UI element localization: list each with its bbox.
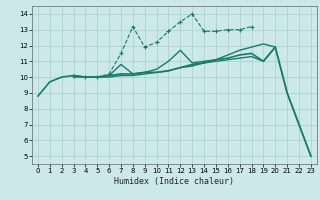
X-axis label: Humidex (Indice chaleur): Humidex (Indice chaleur) bbox=[115, 177, 234, 186]
